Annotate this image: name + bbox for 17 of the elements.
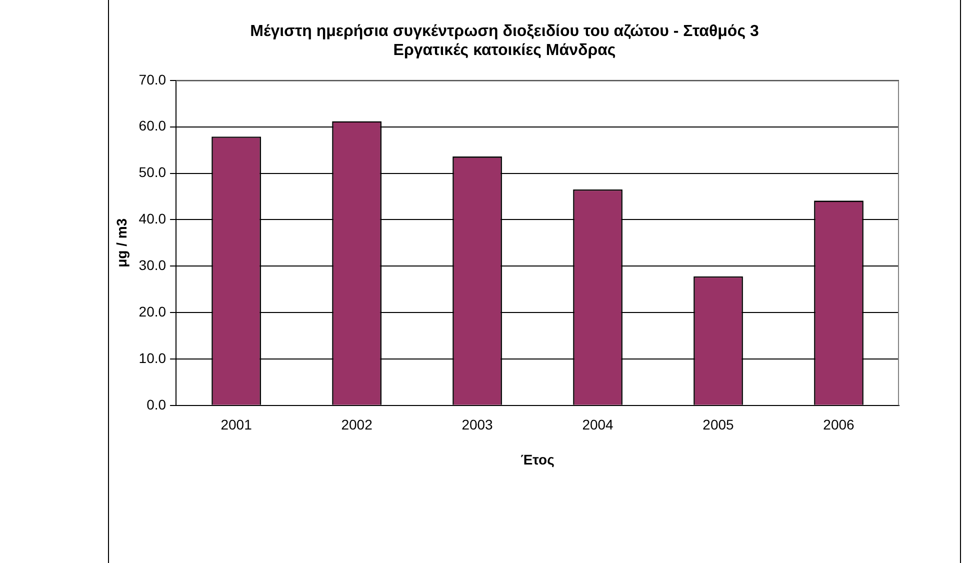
y-tick-label: 30.0 (138, 256, 166, 273)
x-axis-title: Έτος (520, 451, 554, 468)
y-tick-label: 60.0 (138, 118, 166, 134)
y-tick-label: 70.0 (138, 71, 166, 88)
y-tick-label: 20.0 (138, 303, 166, 320)
x-tick-label: 2002 (341, 416, 373, 433)
y-tick-label: 40.0 (138, 210, 166, 227)
y-axis-title: μg / m3 (113, 218, 130, 268)
y-tick-label: 10.0 (138, 350, 166, 366)
chart-title: Μέγιστη ημερήσια συγκέντρωση διοξειδίου του αζώτου - Σταθμός 3 Εργατικές κατοικίες Μάνδρας (250, 23, 759, 60)
x-tick-label: 2006 (823, 416, 855, 433)
y-tick-label: 0.0 (146, 396, 166, 412)
y-tick-label: 50.0 (138, 164, 166, 180)
x-tick-label: 2005 (702, 416, 734, 433)
x-tick-label: 2003 (462, 416, 494, 433)
x-tick-label: 2001 (220, 416, 252, 433)
x-tick-label: 2004 (582, 416, 614, 433)
